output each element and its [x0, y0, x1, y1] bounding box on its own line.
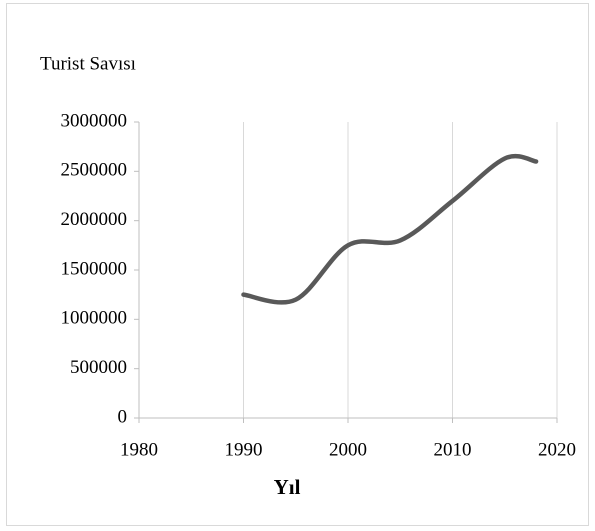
y-tick-label: 2000000	[61, 209, 128, 230]
y-tick-label: 1500000	[61, 258, 128, 279]
x-tick-label: 1990	[225, 439, 263, 460]
y-tick-label: 2500000	[61, 160, 128, 181]
x-tick-label: 2010	[434, 439, 472, 460]
y-tick-label: 3000000	[61, 110, 128, 131]
x-tick-label: 1980	[120, 439, 158, 460]
x-tick-label: 2000	[329, 439, 367, 460]
chart-title: Turist Savısı	[40, 53, 136, 74]
x-tick-label: 2020	[538, 439, 576, 460]
y-tick-label: 0	[118, 406, 128, 427]
chart-border	[6, 3, 589, 526]
y-tick-label: 1000000	[61, 308, 128, 329]
y-tick-label: 500000	[70, 357, 127, 378]
data-line	[241, 153, 539, 305]
x-axis-label: Yıl	[274, 475, 301, 499]
